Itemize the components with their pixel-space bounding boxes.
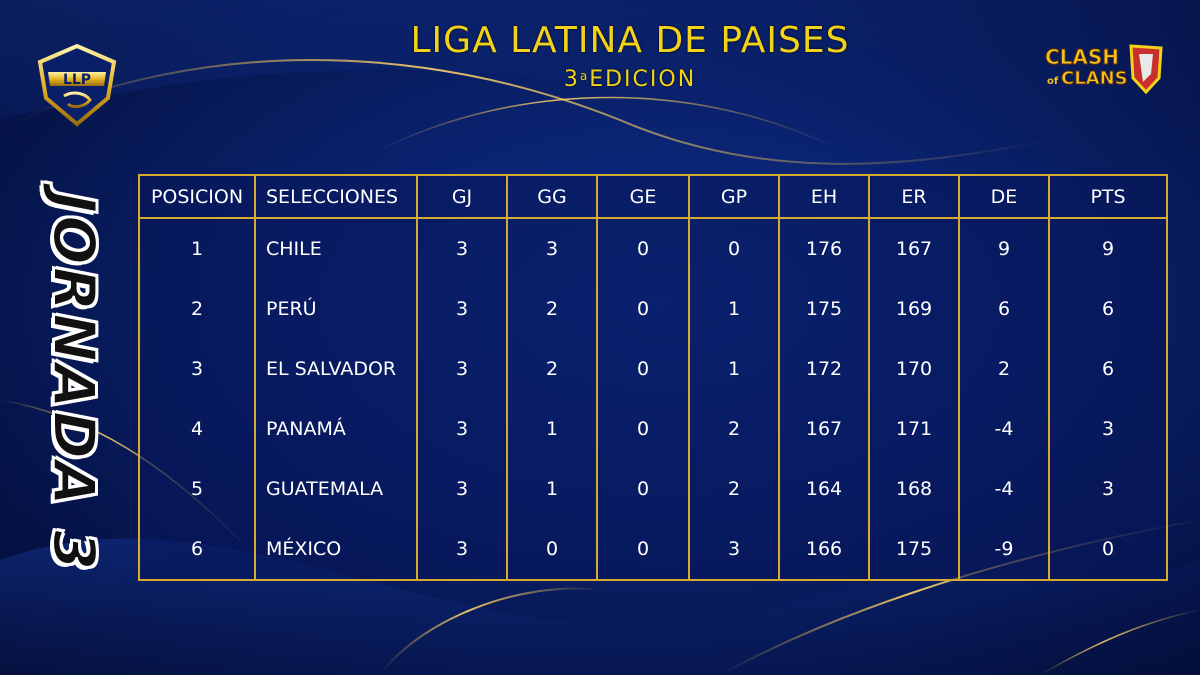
cell-gg: 2 — [506, 339, 598, 399]
column-header-er: ER — [868, 174, 960, 219]
column-header-gg: GG — [506, 174, 598, 219]
llp-logo-text: LLP — [63, 72, 91, 88]
cell-de: 6 — [958, 279, 1050, 339]
cell-selecciones: PERÚ — [254, 279, 418, 339]
column-header-gp: GP — [688, 174, 780, 219]
edition-number: 3 — [563, 67, 580, 92]
cell-gp: 0 — [688, 217, 780, 279]
cell-ge: 0 — [596, 399, 690, 459]
cell-er: 171 — [868, 399, 960, 459]
cell-gg: 1 — [506, 459, 598, 519]
cell-de: -9 — [958, 519, 1050, 581]
clash-of-clans-logo: CLASH of CLANS — [1045, 44, 1163, 95]
cell-de: 2 — [958, 339, 1050, 399]
table-row: 3 EL SALVADOR 3 2 0 1 172 170 2 6 — [138, 339, 1168, 399]
cell-pts: 3 — [1048, 459, 1168, 519]
table-header-row: POSICION SELECCIONES GJ GG GE GP EH ER DE PTS — [138, 174, 1168, 219]
cell-gp: 2 — [688, 459, 780, 519]
logo-line-clash: CLASH — [1045, 45, 1119, 69]
cell-pts: 9 — [1048, 217, 1168, 279]
cell-gj: 3 — [416, 339, 508, 399]
column-header-selecciones: SELECCIONES — [254, 174, 418, 219]
cell-ge: 0 — [596, 519, 690, 581]
cell-gj: 3 — [416, 217, 508, 279]
cell-eh: 175 — [778, 279, 870, 339]
cell-gg: 1 — [506, 399, 598, 459]
cell-eh: 172 — [778, 339, 870, 399]
cell-ge: 0 — [596, 217, 690, 279]
cell-eh: 167 — [778, 399, 870, 459]
cell-gj: 3 — [416, 519, 508, 581]
cell-eh: 164 — [778, 459, 870, 519]
edition-subtitle: 3aEDICION — [430, 67, 830, 92]
cell-posicion: 6 — [138, 519, 256, 581]
logo-line-of: of — [1047, 76, 1059, 87]
standings-table: POSICION SELECCIONES GJ GG GE GP EH ER DE PTS 1 CH… — [138, 174, 1168, 581]
page-title: LIGA LATINA DE PAISES — [410, 20, 850, 61]
cell-er: 167 — [868, 217, 960, 279]
cell-posicion: 5 — [138, 459, 256, 519]
edition-ordinal: a — [579, 69, 590, 83]
cell-er: 170 — [868, 339, 960, 399]
jornada-label: JORNADA 3 — [39, 191, 109, 574]
cell-de: -4 — [958, 459, 1050, 519]
cell-de: -4 — [958, 399, 1050, 459]
cell-ge: 0 — [596, 459, 690, 519]
cell-posicion: 3 — [138, 339, 256, 399]
cell-gg: 2 — [506, 279, 598, 339]
cell-pts: 3 — [1048, 399, 1168, 459]
cell-er: 168 — [868, 459, 960, 519]
table-row: 5 GUATEMALA 3 1 0 2 164 168 -4 3 — [138, 459, 1168, 519]
column-header-ge: GE — [596, 174, 690, 219]
table-row: 1 CHILE 3 3 0 0 176 167 9 9 — [138, 217, 1168, 279]
cell-er: 169 — [868, 279, 960, 339]
table-row: 6 MÉXICO 3 0 0 3 166 175 -9 0 — [138, 519, 1168, 581]
cell-ge: 0 — [596, 339, 690, 399]
cell-gg: 0 — [506, 519, 598, 581]
llp-logo: LLP — [37, 43, 117, 127]
cell-er: 175 — [868, 519, 960, 581]
cell-gj: 3 — [416, 399, 508, 459]
cell-selecciones: PANAMÁ — [254, 399, 418, 459]
column-header-posicion: POSICION — [138, 174, 256, 219]
cell-ge: 0 — [596, 279, 690, 339]
cell-pts: 6 — [1048, 279, 1168, 339]
table-row: 4 PANAMÁ 3 1 0 2 167 171 -4 3 — [138, 399, 1168, 459]
cell-pts: 0 — [1048, 519, 1168, 581]
cell-gp: 1 — [688, 279, 780, 339]
cell-selecciones: MÉXICO — [254, 519, 418, 581]
cell-gg: 3 — [506, 217, 598, 279]
cell-posicion: 2 — [138, 279, 256, 339]
cell-pts: 6 — [1048, 339, 1168, 399]
cell-eh: 166 — [778, 519, 870, 581]
column-header-eh: EH — [778, 174, 870, 219]
cell-selecciones: EL SALVADOR — [254, 339, 418, 399]
cell-selecciones: CHILE — [254, 217, 418, 279]
column-header-de: DE — [958, 174, 1050, 219]
table-row: 2 PERÚ 3 2 0 1 175 169 6 6 — [138, 279, 1168, 339]
cell-gp: 1 — [688, 339, 780, 399]
cell-gj: 3 — [416, 279, 508, 339]
cell-de: 9 — [958, 217, 1050, 279]
cell-eh: 176 — [778, 217, 870, 279]
cell-posicion: 4 — [138, 399, 256, 459]
column-header-pts: PTS — [1048, 174, 1168, 219]
cell-selecciones: GUATEMALA — [254, 459, 418, 519]
edition-text: EDICION — [589, 67, 697, 92]
column-header-gj: GJ — [416, 174, 508, 219]
logo-line-clans: CLANS — [1061, 68, 1128, 89]
cell-gp: 2 — [688, 399, 780, 459]
cell-gj: 3 — [416, 459, 508, 519]
cell-gp: 3 — [688, 519, 780, 581]
table-body: 1 CHILE 3 3 0 0 176 167 9 9 2 PERÚ 3 2 0 1 175 169 6 6 3 EL S… — [138, 217, 1168, 581]
cell-posicion: 1 — [138, 217, 256, 279]
